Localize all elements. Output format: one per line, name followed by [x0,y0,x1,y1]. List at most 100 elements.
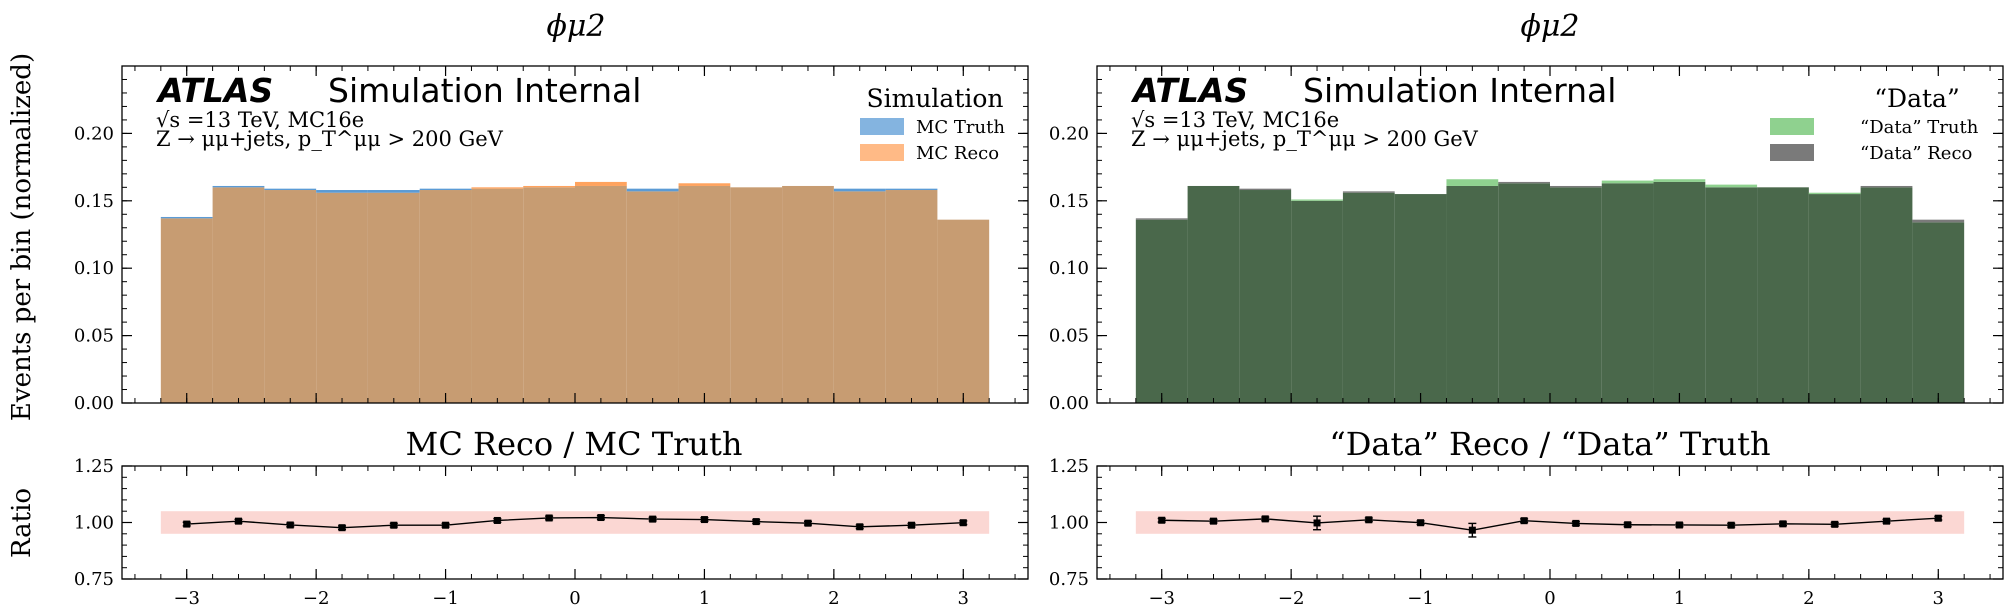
histogram-bar [885,190,938,403]
histogram-bar-excess [523,185,575,188]
histogram-bar-excess [1239,188,1292,191]
y-tick-label: 1.00 [74,513,114,534]
histogram-bar-excess [1498,181,1550,184]
x-tick-label: 3 [958,588,969,609]
y-tick-label: 0.75 [1049,569,1089,590]
histogram-bar-excess [367,190,420,193]
y-tick-label: 0.10 [1049,258,1089,279]
left-atlas-label: ATLAS [155,71,273,110]
y-tick-label: 0.00 [74,393,114,414]
histogram-bar [1912,222,1965,403]
ratio-point [1883,517,1891,525]
uncertainty-band [160,511,990,534]
left-histogram-bars [160,181,990,403]
right-ratio-axes: 0.75 1.00 1.25 −3 −2 −1 0 1 2 3 [1049,456,2004,609]
right-ratio-panel: “Data” Reco / “Data” Truth 0.75 1.00 1.25 −… [1049,425,2004,609]
legend-label-mc-reco: MC Reco [916,143,999,164]
histogram-bar-excess [419,188,472,191]
legend-swatch-mc-reco [860,144,904,161]
ratio-point [597,514,605,522]
left-main-axes: 0.00 0.05 0.10 0.15 0.20 [74,65,1029,414]
left-main-panel: ϕμ2 0.00 0.05 0.10 0.15 0.20 ATLAS Simulatio… [74,9,1029,414]
ratio-point [234,517,242,525]
right-simulation-internal-label: Simulation Internal [1303,71,1616,110]
left-process-label: Z → μμ+jets, p_T^μμ > 200 GeV [156,127,504,151]
histogram-bar-excess [1446,179,1499,186]
histogram-bar [1705,187,1758,403]
histogram-bar-excess [1342,191,1395,193]
histogram-bar [1135,219,1188,403]
histogram-bar [782,185,834,403]
histogram-bar-excess [471,187,524,189]
histogram-bar-excess [1653,179,1706,182]
x-tick-label: 0 [1544,588,1555,609]
histogram-bar-excess [1550,185,1602,188]
left-ratio-panel: MC Reco / MC Truth 0.75 1.00 1.25 −3 −2 −1 0 1 2… [74,425,1029,609]
y-tick-label: 0.00 [1049,393,1089,414]
histogram-bar-excess [1601,180,1654,184]
histogram-bar [626,191,679,403]
right-process-label: Z → μμ+jets, p_T^μμ > 200 GeV [1131,127,1479,151]
ratio-point [545,514,553,522]
right-legend-title: “Data” [1874,84,1959,113]
ratio-point [1209,517,1217,525]
ratio-point [493,516,501,524]
histogram-bar-excess [1808,192,1861,195]
ratio-point [856,523,864,531]
ratio-point [442,521,450,529]
histogram-bar-excess [678,183,731,186]
left-ratio-points [160,511,990,534]
histogram-bar [471,188,524,403]
histogram-bar [1187,185,1240,403]
y-tick-label: 0.15 [1049,191,1089,212]
histogram-bar [1394,194,1447,403]
ratio-point [1365,516,1373,524]
ratio-point [1417,519,1425,527]
left-legend-title: Simulation [866,84,1003,113]
legend-swatch-data-reco [1770,144,1814,161]
histogram-bar-excess [1135,218,1188,220]
histogram-bar [419,190,472,403]
ratio-y-axis-label: Ratio [7,488,37,558]
ratio-point [338,524,346,532]
x-tick-label: −2 [303,588,330,609]
x-tick-label: −3 [173,588,200,609]
histogram-bar [1239,190,1292,403]
histogram-bar [1808,194,1861,403]
ratio-point [700,516,708,524]
histogram-bar-excess [212,185,265,188]
histogram-bar [1446,185,1499,403]
right-histogram-bars [1135,179,1965,403]
right-ratio-points [1135,511,1965,538]
legend-label-mc-truth: MC Truth [916,117,1005,138]
ratio-point [1261,515,1269,523]
x-tick-label: 2 [828,588,839,609]
histogram-bar [264,190,317,403]
x-tick-label: −2 [1278,588,1305,609]
left-energy-label: √s =13 TeV, MC16e [156,108,364,132]
ratio-point [1520,517,1528,525]
histogram-bar [1653,181,1706,403]
left-simulation-internal-label: Simulation Internal [328,71,641,110]
histogram-bar [212,187,265,403]
ratio-point [959,519,967,527]
histogram-bar-excess [1912,219,1965,223]
histogram-bar [1550,187,1602,403]
x-tick-label: 1 [699,588,710,609]
x-tick-label: −1 [1407,588,1434,609]
histogram-bar-excess [316,190,368,193]
ratio-point [1934,514,1942,522]
ratio-point [1313,519,1321,527]
legend-label-data-reco: “Data” Reco [1860,143,1972,164]
histogram-bar [1498,183,1550,403]
histogram-bar-excess [264,188,317,191]
y-tick-label: 0.75 [74,569,114,590]
y-tick-label: 0.20 [74,123,114,144]
ratio-point [1779,520,1787,528]
y-tick-label: 0.05 [74,326,114,347]
histogram-bar [1291,200,1343,403]
histogram-bar [1342,192,1395,403]
left-ratio-title: MC Reco / MC Truth [406,425,743,463]
ratio-point [1624,521,1632,529]
x-tick-label: −1 [432,588,459,609]
